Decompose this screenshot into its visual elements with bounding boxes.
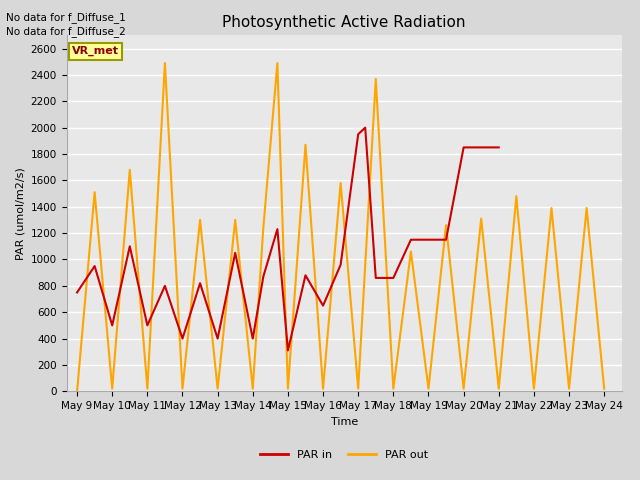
- Text: VR_met: VR_met: [72, 46, 119, 56]
- Title: Photosynthetic Active Radiation: Photosynthetic Active Radiation: [222, 15, 466, 30]
- Y-axis label: PAR (umol/m2/s): PAR (umol/m2/s): [15, 167, 25, 260]
- X-axis label: Time: Time: [330, 417, 358, 427]
- Legend: PAR in, PAR out: PAR in, PAR out: [255, 445, 433, 464]
- Text: No data for f_Diffuse_2: No data for f_Diffuse_2: [6, 26, 126, 37]
- Text: No data for f_Diffuse_1: No data for f_Diffuse_1: [6, 12, 126, 23]
